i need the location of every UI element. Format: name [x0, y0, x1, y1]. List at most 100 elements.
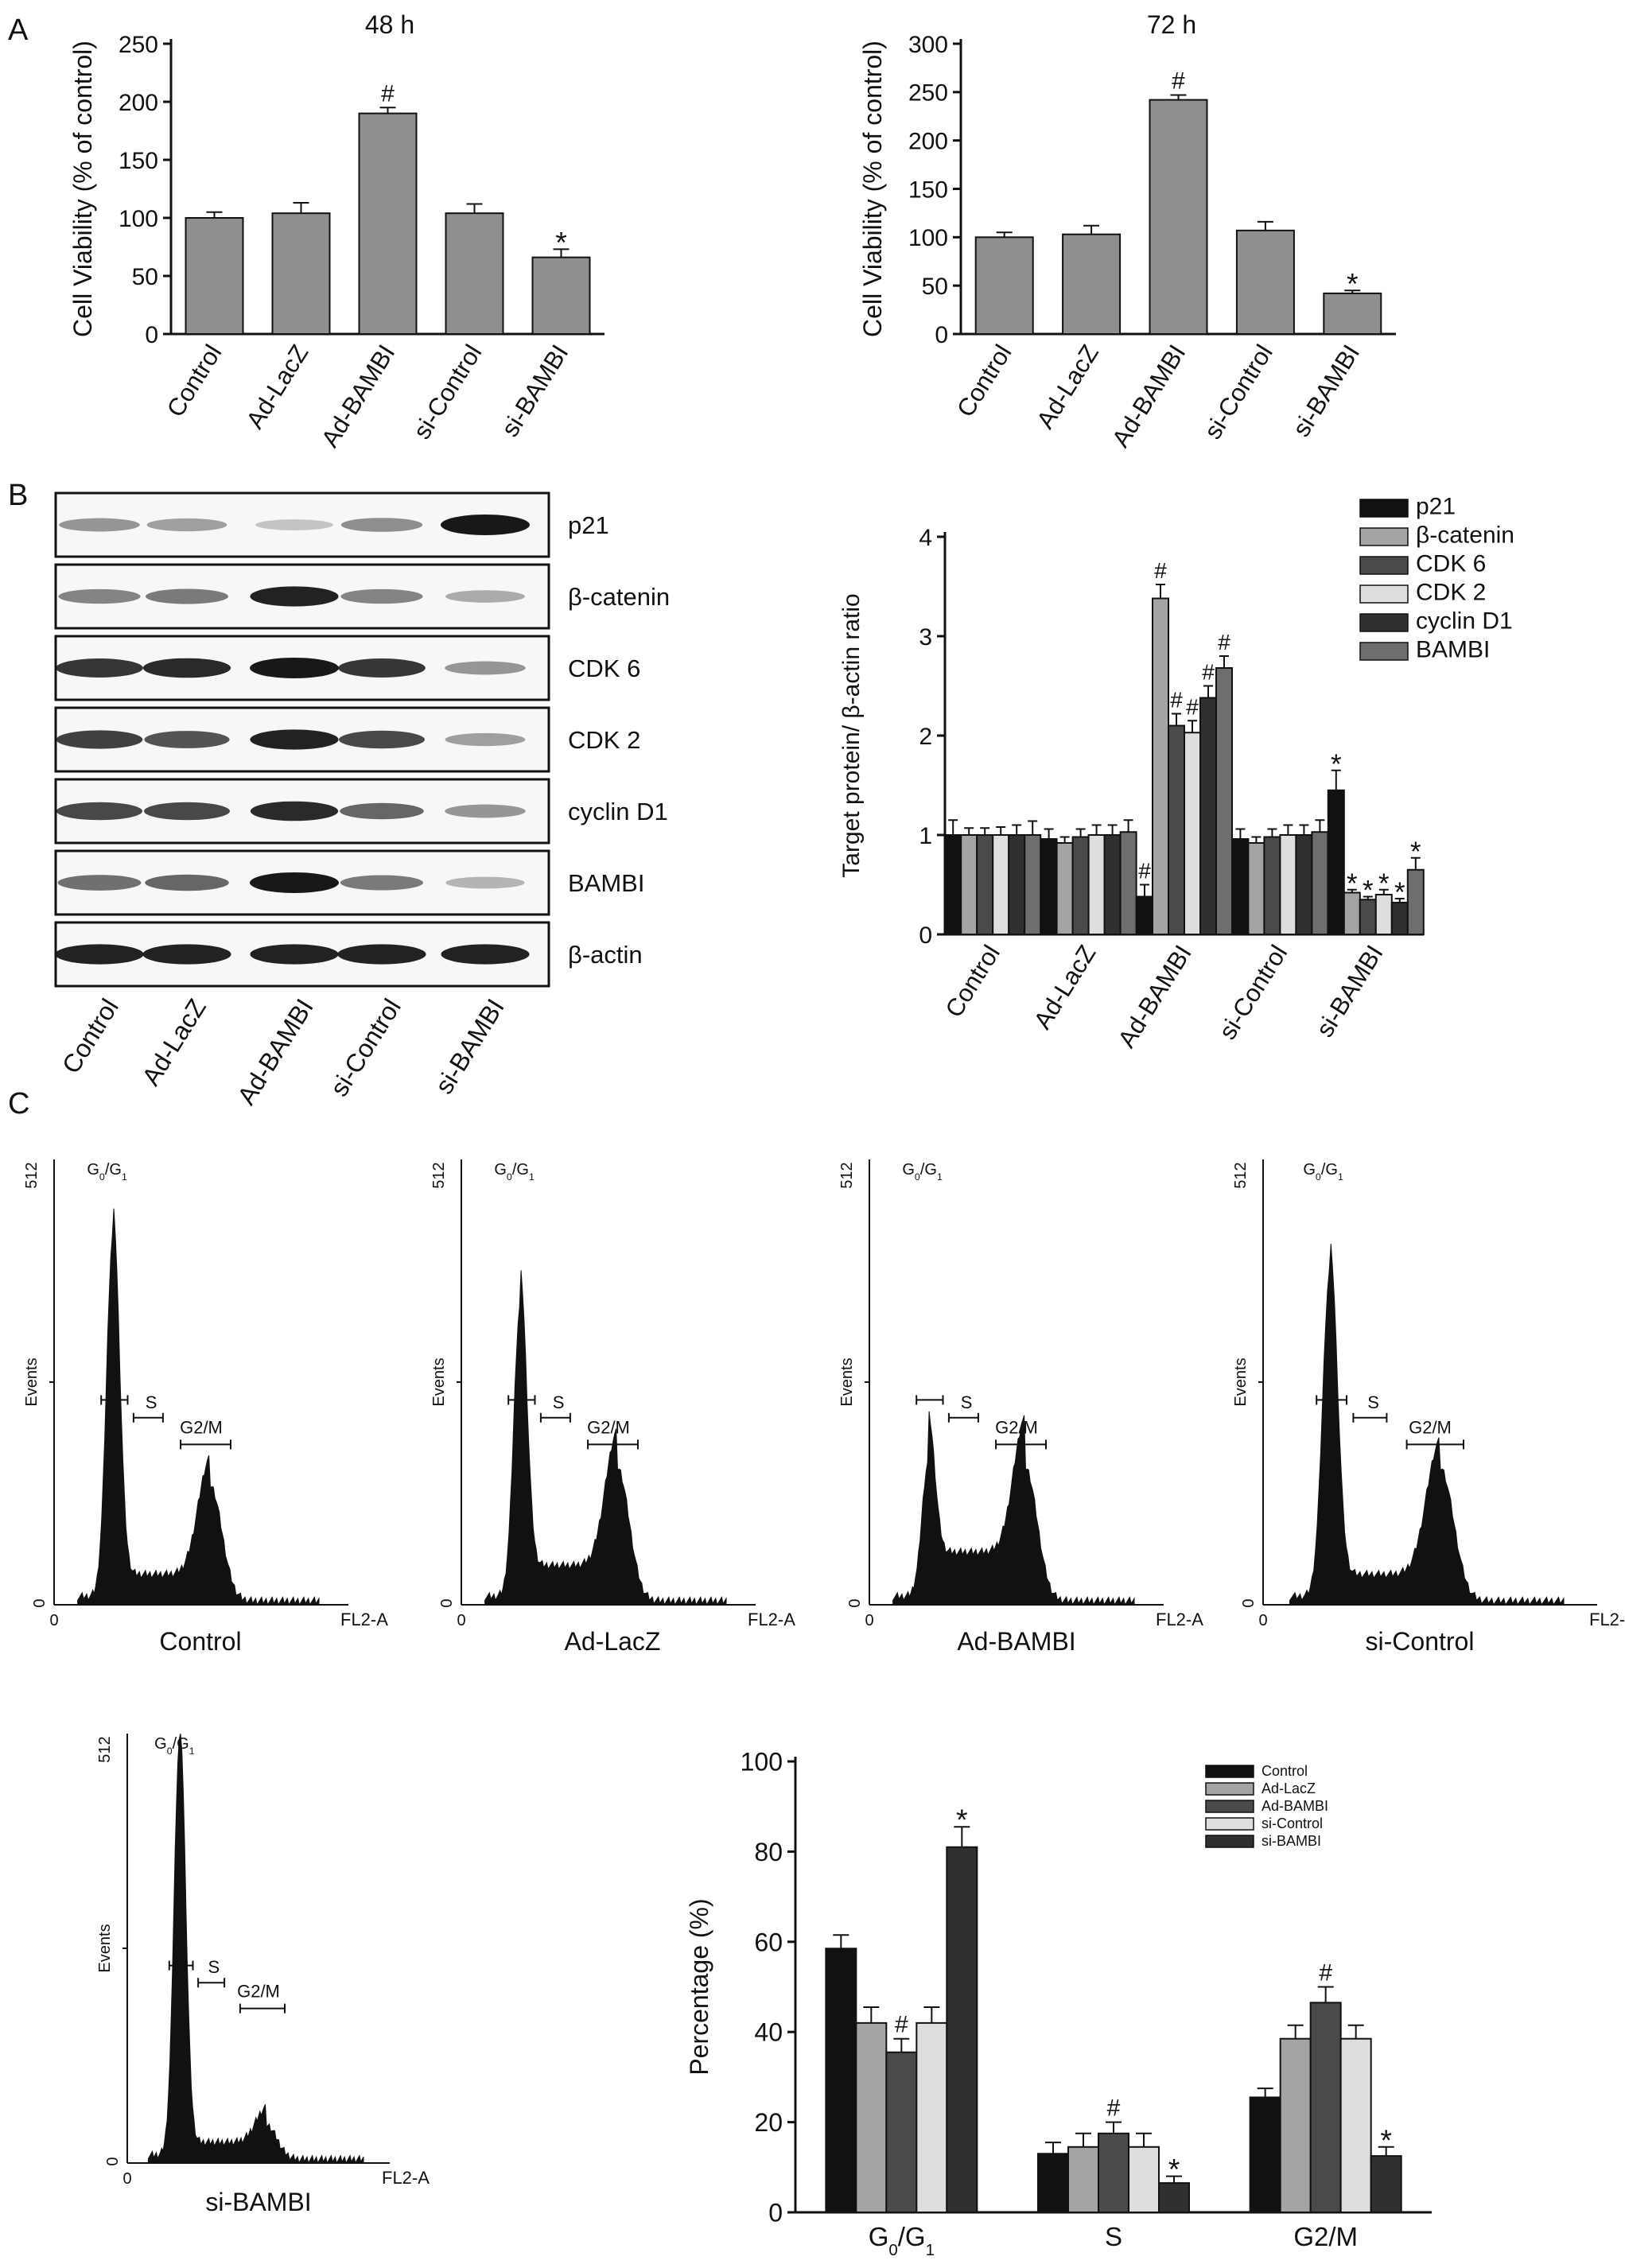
bar [1067, 2146, 1099, 2213]
bar [1215, 667, 1233, 935]
blot-band [145, 874, 229, 891]
histogram-sample-label: si-Control [1366, 1627, 1475, 1656]
bar [1152, 597, 1169, 935]
bar [1295, 834, 1313, 935]
blot-band [142, 658, 231, 678]
y-axis-label: Target protein/ β-actin ratio [838, 593, 865, 877]
bar [1128, 2146, 1160, 2213]
bar [992, 834, 1010, 935]
significance-mark: # [1202, 660, 1215, 685]
bar [1309, 2002, 1342, 2213]
histogram-x-label: FL2-A [748, 1610, 795, 1629]
blot-row-label: CDK 6 [568, 654, 640, 682]
significance-mark: # [1172, 68, 1185, 94]
blot-band [57, 875, 142, 891]
blot-band [340, 518, 423, 532]
histogram-y-label: Events [838, 1357, 856, 1406]
bar [1327, 789, 1345, 935]
bar [445, 212, 504, 335]
significance-mark: * [1363, 876, 1374, 907]
legend-swatch [1359, 613, 1409, 632]
blot-band [59, 518, 140, 532]
bar [358, 112, 418, 335]
bar [185, 217, 244, 335]
gate-label-g2m: G2/M [1409, 1417, 1452, 1437]
bar [1037, 2153, 1069, 2214]
bar [1263, 836, 1281, 935]
bar [1249, 2096, 1281, 2214]
y-tick-label: 0 [768, 2199, 783, 2227]
y-axis-label: Percentage (%) [685, 1898, 713, 2075]
bar [1098, 2132, 1129, 2213]
histogram-y-max: 512 [23, 1162, 41, 1188]
y-tick-label: 40 [754, 2018, 783, 2047]
bar [1103, 834, 1122, 935]
blot-band [339, 730, 425, 749]
y-tick-label: 20 [754, 2108, 783, 2137]
significance-mark: # [1218, 630, 1230, 654]
significance-mark: * [956, 1803, 968, 1836]
bar [825, 1948, 857, 2213]
histogram-trace [147, 1733, 364, 2165]
blot-band [445, 876, 525, 889]
legend-label: CDK 6 [1416, 551, 1486, 577]
bar [960, 834, 978, 935]
panel-label-c: C [8, 1087, 29, 1120]
y-tick-label: 150 [119, 148, 158, 174]
blot-band [250, 729, 339, 750]
y-tick-label: 4 [919, 525, 932, 551]
bar [1158, 2182, 1190, 2214]
blot-band [250, 586, 339, 607]
legend-label: si-BAMBI [1262, 1833, 1321, 1849]
y-axis-label: Cell Viability (% of control) [68, 41, 97, 337]
blot-band [340, 802, 424, 820]
bar [1055, 842, 1074, 935]
bar [1184, 732, 1201, 935]
blot-band [255, 519, 333, 530]
bar [916, 2021, 948, 2214]
legend-label: Control [1262, 1763, 1308, 1779]
category-label: G2/M [1293, 2222, 1358, 2251]
significance-mark: # [895, 2012, 908, 2038]
gate-label-g0g1: G0/G1 [902, 1161, 943, 1183]
bar [1149, 99, 1208, 335]
histogram-x-zero: 0 [1258, 1612, 1267, 1629]
y-tick-label: 50 [132, 264, 158, 290]
panel-label-a: A [8, 14, 29, 47]
bar [1168, 724, 1185, 935]
histogram-x-label: FL2-A [382, 2168, 430, 2188]
y-tick-label: 100 [741, 1748, 783, 1777]
gate-label-g0g1: G0/G1 [1303, 1161, 1343, 1183]
histogram-y-max: 512 [1232, 1162, 1250, 1188]
significance-mark: * [1347, 868, 1358, 899]
gate-label-g0g1: G0/G1 [494, 1161, 535, 1183]
histogram-y-max: 512 [838, 1162, 856, 1188]
significance-mark: # [1138, 859, 1151, 884]
bar [1279, 2037, 1312, 2214]
significance-mark: * [555, 225, 567, 258]
blot-row-label: p21 [568, 511, 609, 539]
legend-label: p21 [1416, 494, 1456, 520]
bar [1040, 838, 1058, 935]
blot-band [250, 658, 339, 678]
y-axis-label: Cell Viability (% of control) [858, 41, 887, 337]
legend-swatch [1205, 1800, 1254, 1813]
bar [1087, 834, 1106, 935]
legend-swatch [1359, 499, 1409, 518]
y-tick-label: 0 [935, 322, 948, 348]
histogram-trace [484, 1270, 727, 1606]
y-tick-label: 0 [145, 322, 158, 348]
histogram-y-label: Events [1232, 1357, 1250, 1406]
blot-band [144, 731, 230, 748]
blot-band [340, 588, 423, 604]
gate-label-g2m: G2/M [995, 1417, 1038, 1437]
blot-band [58, 588, 141, 604]
y-tick-label: 250 [908, 80, 948, 107]
legend-swatch [1205, 1765, 1254, 1778]
blot-band [142, 944, 231, 965]
blot-row-label: BAMBI [568, 869, 644, 897]
y-tick-label: 150 [908, 177, 948, 203]
bar [1235, 229, 1295, 336]
gate-label-s: S [208, 1957, 220, 1977]
histogram-x-zero: 0 [457, 1612, 465, 1629]
